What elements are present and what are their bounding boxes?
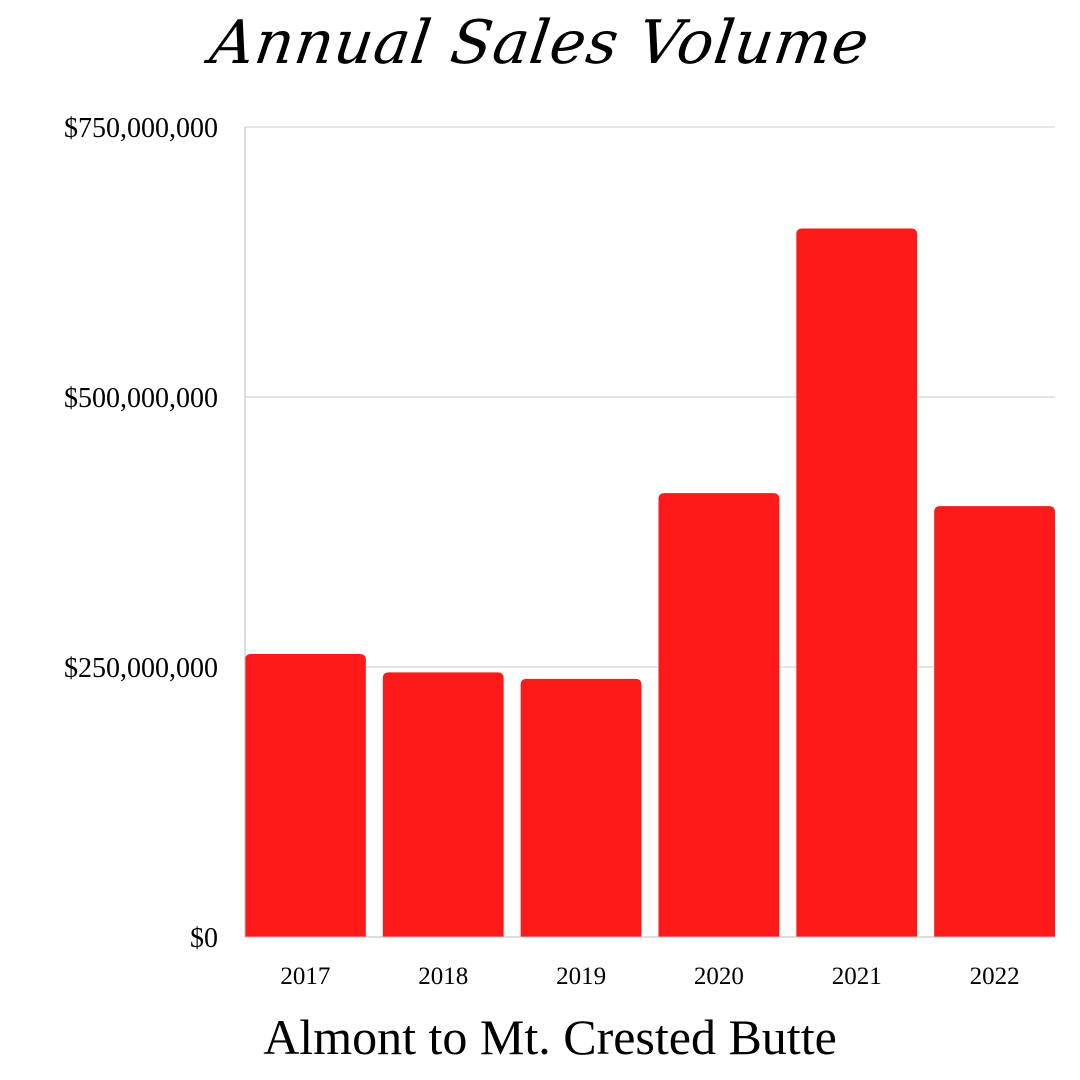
x-tick-label: 2021 (832, 963, 882, 990)
x-tick-label: 2019 (556, 963, 606, 990)
y-tick-label: $0 (190, 923, 218, 954)
x-tick-label: 2022 (970, 963, 1020, 990)
x-tick-label: 2018 (418, 963, 468, 990)
bar-2022 (934, 506, 1055, 937)
x-tick-label: 2017 (280, 963, 330, 990)
bar-2019 (520, 678, 642, 937)
bar-2020 (658, 493, 780, 937)
bar-2018 (382, 672, 504, 937)
bar-2021 (796, 228, 918, 937)
bar-2017 (245, 654, 366, 937)
y-tick-label: $500,000,000 (64, 383, 218, 414)
y-tick-label: $750,000,000 (64, 113, 218, 144)
x-tick-label: 2020 (694, 963, 744, 990)
chart-subtitle: Almont to Mt. Crested Butte (263, 1009, 837, 1065)
y-tick-label: $250,000,000 (64, 653, 218, 684)
